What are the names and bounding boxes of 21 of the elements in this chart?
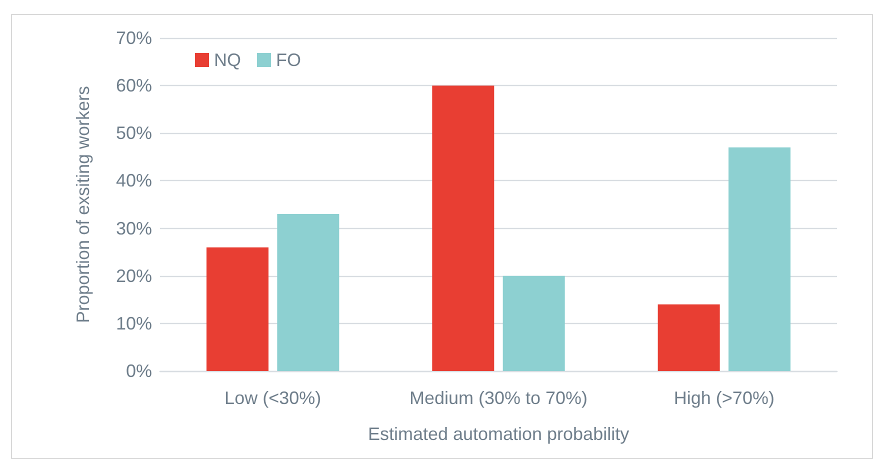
y-tick-label: 10%	[116, 313, 152, 334]
bar	[502, 276, 565, 371]
bar	[277, 214, 340, 371]
legend-label: NQ	[214, 50, 241, 70]
y-tick-label: 20%	[116, 266, 152, 286]
y-tick-label: 60%	[116, 76, 152, 96]
y-tick-label: 30%	[116, 218, 152, 238]
y-axis-title: Proportion of exsiting workers	[73, 86, 93, 324]
bar	[432, 86, 494, 371]
y-tick-label: 0%	[126, 361, 152, 381]
bar	[206, 247, 268, 371]
bar	[658, 304, 720, 371]
legend-label: FO	[276, 50, 301, 70]
bar	[728, 147, 791, 371]
x-tick-label: Low (<30%)	[224, 388, 322, 408]
y-tick-label: 50%	[116, 123, 152, 144]
y-tick-label: 70%	[116, 28, 152, 48]
x-tick-label: Medium (30% to 70%)	[409, 388, 588, 408]
y-tick-label: 40%	[116, 170, 152, 191]
x-axis-title: Estimated automation probability	[368, 424, 630, 444]
x-tick-label: High (>70%)	[674, 388, 774, 408]
